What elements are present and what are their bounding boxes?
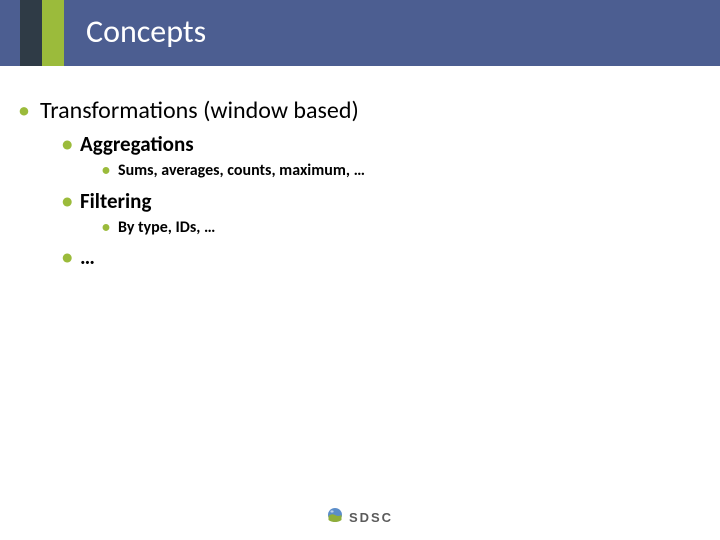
bullet-text: By type, IDs, … — [118, 218, 215, 237]
accent-stripe-green — [42, 0, 64, 66]
slide-title: Concepts — [86, 12, 206, 51]
bullet-lvl2: Filtering By type, IDs, … — [62, 187, 702, 240]
accent-stripe-dark — [20, 0, 42, 66]
footer-logo: SDSC — [0, 507, 720, 528]
bullet-lvl1: Transformations (window based) Aggregati… — [18, 96, 702, 272]
bullet-lvl2: … — [62, 243, 702, 271]
bullet-text: … — [80, 244, 95, 270]
bullet-lvl3: By type, IDs, … — [102, 217, 702, 239]
sdsc-globe-icon — [327, 507, 343, 528]
slide-content: Transformations (window based) Aggregati… — [18, 96, 702, 272]
bullet-lvl3: Sums, averages, counts, maximum, … — [102, 160, 702, 182]
bullet-text: Aggregations — [80, 131, 194, 157]
sdsc-logo-text: SDSC — [349, 510, 393, 525]
bullet-text: Transformations (window based) — [40, 96, 359, 125]
bullet-text: Sums, averages, counts, maximum, … — [118, 161, 365, 180]
bullet-text: Filtering — [80, 188, 151, 214]
bullet-lvl2: Aggregations Sums, averages, counts, max… — [62, 130, 702, 183]
